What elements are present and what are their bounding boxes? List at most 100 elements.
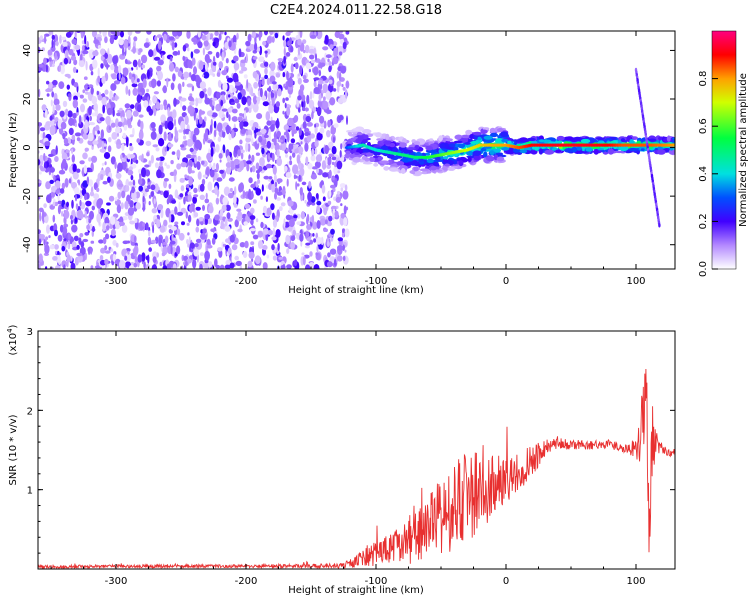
noise-blob: [199, 263, 203, 269]
noise-blob: [229, 262, 235, 269]
noise-blob: [143, 42, 150, 48]
noise-blob: [212, 61, 217, 66]
noise-blob: [274, 181, 278, 188]
noise-blob: [167, 121, 174, 131]
noise-blob: [190, 154, 196, 158]
noise-blob: [269, 75, 276, 83]
noise-blob: [218, 33, 222, 41]
y-tick-label: 3: [27, 327, 33, 338]
y-tick-label: 2: [27, 406, 33, 417]
ridge-blob: [406, 147, 416, 150]
noise-blob: [285, 172, 292, 178]
noise-blob: [289, 155, 292, 161]
noise-blob: [176, 149, 181, 158]
noise-blob: [137, 104, 142, 113]
noise-blob: [247, 33, 252, 43]
noise-blob: [240, 152, 244, 160]
noise-blob: [91, 155, 98, 163]
noise-blob: [226, 93, 229, 100]
noise-blob: [308, 68, 311, 73]
noise-blob: [112, 107, 115, 117]
noise-blob: [62, 100, 68, 108]
ridge-blob: [400, 168, 406, 174]
ridge-blob: [352, 128, 359, 131]
ridge-blob: [419, 168, 430, 172]
noise-blob: [312, 107, 317, 112]
noise-blob: [185, 211, 188, 219]
noise-blob: [45, 236, 49, 241]
noise-blob: [86, 224, 90, 230]
noise-blob: [58, 81, 65, 89]
noise-blob: [230, 160, 235, 171]
noise-blob: [122, 46, 125, 56]
noise-blob: [210, 147, 214, 157]
noise-blob: [61, 210, 64, 217]
noise-blob: [293, 56, 298, 62]
ridge-blob: [628, 147, 639, 152]
noise-blob: [304, 127, 310, 133]
noise-blob: [130, 174, 134, 181]
noise-blob: [227, 247, 232, 255]
noise-blob: [189, 147, 194, 153]
snr-line: [38, 368, 675, 569]
ridge-core: [672, 143, 675, 147]
noise-blob: [326, 130, 331, 138]
noise-blob: [150, 184, 156, 191]
noise-blob: [49, 167, 55, 173]
noise-blob: [233, 62, 240, 71]
noise-blob: [91, 112, 96, 117]
noise-blob: [269, 69, 275, 78]
ridge-blob: [426, 158, 434, 163]
noise-blob: [46, 224, 50, 234]
noise-blob: [62, 132, 66, 140]
ridge-blob: [490, 132, 498, 138]
noise-blob: [155, 147, 160, 152]
noise-blob: [177, 50, 180, 56]
noise-blob: [196, 161, 201, 171]
ridge-blob: [585, 147, 594, 152]
noise-blob: [52, 201, 56, 207]
noise-blob: [160, 208, 164, 219]
noise-blob: [345, 80, 350, 89]
noise-blob: [163, 131, 167, 141]
noise-blob: [43, 57, 47, 65]
noise-blob: [131, 83, 138, 88]
ridge-blob: [345, 150, 351, 155]
noise-blob: [266, 207, 272, 216]
noise-blob: [275, 119, 280, 129]
noise-blob: [71, 154, 76, 163]
noise-blob: [327, 58, 330, 63]
noise-blob: [303, 78, 309, 84]
ridge-blob: [507, 140, 512, 145]
snr-panel: -300 -200 -100 0 100 1 2 3 Height of straight l…: [6, 324, 676, 596]
noise-blob: [248, 107, 252, 114]
noise-blob: [275, 85, 279, 89]
noise-blob: [128, 166, 133, 171]
noise-blob: [130, 67, 134, 71]
noise-blob: [268, 176, 273, 180]
noise-blob: [61, 260, 67, 268]
noise-blob: [217, 79, 222, 88]
noise-blob: [130, 261, 134, 266]
noise-blob: [146, 152, 150, 157]
noise-blob: [187, 47, 190, 52]
noise-blob: [278, 256, 283, 260]
noise-blob: [142, 222, 146, 227]
noise-blob: [166, 164, 171, 169]
noise-blob: [129, 154, 136, 159]
noise-blob: [158, 138, 165, 147]
noise-blob: [233, 55, 239, 62]
noise-blob: [297, 38, 302, 46]
noise-blob: [192, 133, 197, 143]
noise-blob: [97, 75, 101, 84]
noise-blob: [253, 81, 258, 89]
noise-blob: [199, 90, 205, 99]
noise-blob: [299, 31, 303, 39]
noise-blob: [121, 158, 127, 162]
noise-blob: [302, 75, 307, 80]
snr-ylabel: SNR (10 * v/v): [8, 414, 19, 485]
noise-blob: [345, 89, 348, 99]
ridge-blob: [439, 143, 446, 149]
noise-blob: [293, 115, 299, 122]
noise-blob: [276, 130, 281, 138]
